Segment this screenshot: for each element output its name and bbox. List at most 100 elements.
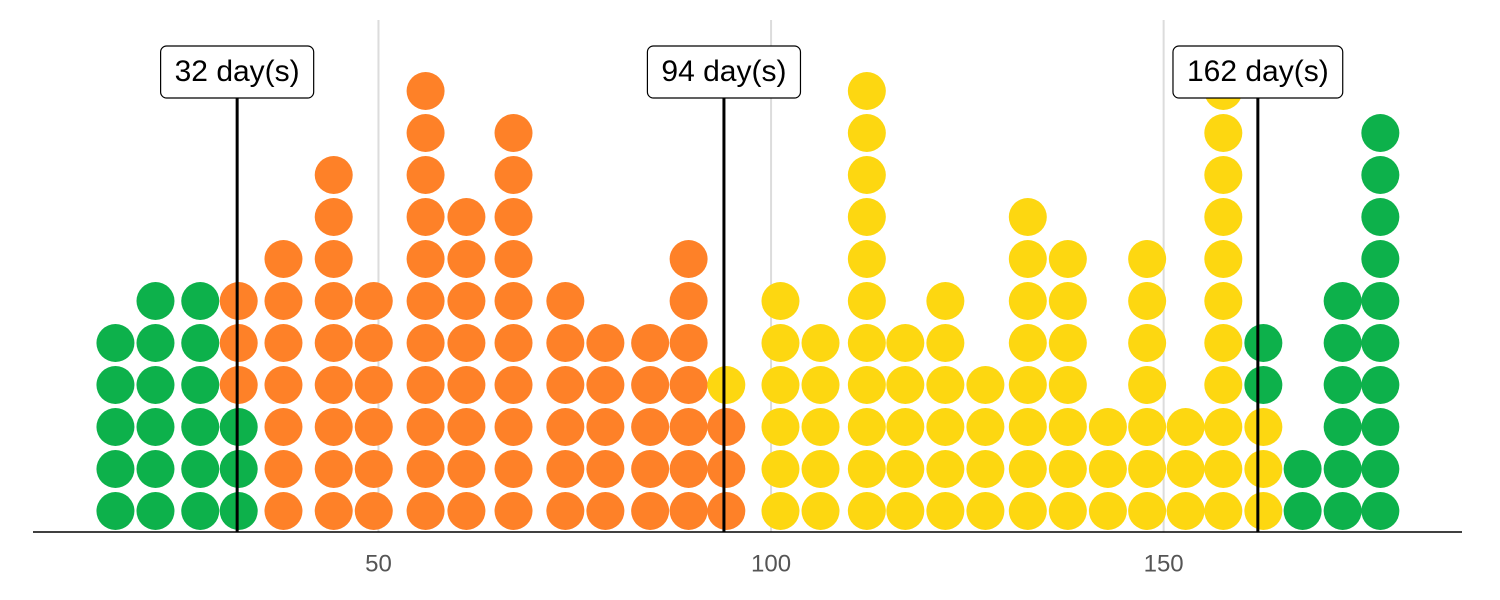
dot bbox=[707, 450, 746, 488]
dot bbox=[406, 408, 445, 446]
dot bbox=[264, 366, 303, 404]
dot bbox=[219, 492, 258, 530]
dot bbox=[926, 366, 965, 404]
dot bbox=[966, 366, 1005, 404]
dot bbox=[847, 240, 886, 278]
dot bbox=[1361, 114, 1400, 152]
dot bbox=[966, 450, 1005, 488]
dot bbox=[406, 450, 445, 488]
dot bbox=[886, 450, 925, 488]
dot bbox=[546, 324, 585, 362]
dot bbox=[494, 366, 533, 404]
dot bbox=[1323, 408, 1362, 446]
dot bbox=[406, 114, 445, 152]
dot bbox=[1008, 492, 1047, 530]
dot bbox=[354, 366, 393, 404]
dot bbox=[1204, 450, 1243, 488]
dot bbox=[354, 282, 393, 320]
dot bbox=[631, 408, 670, 446]
dot bbox=[1088, 408, 1127, 446]
dot bbox=[264, 240, 303, 278]
dot bbox=[631, 366, 670, 404]
dot bbox=[669, 492, 708, 530]
dot bbox=[314, 450, 353, 488]
dot bbox=[219, 366, 258, 404]
dot bbox=[1204, 492, 1243, 530]
dot bbox=[264, 408, 303, 446]
marker-label-box bbox=[1172, 45, 1344, 99]
dot bbox=[136, 450, 175, 488]
dot bbox=[886, 492, 925, 530]
dot bbox=[447, 324, 486, 362]
dot bbox=[96, 492, 135, 530]
dot bbox=[1008, 282, 1047, 320]
dot bbox=[1048, 366, 1087, 404]
dot bbox=[1008, 450, 1047, 488]
marker-label: 94 day(s) bbox=[646, 45, 802, 99]
dot bbox=[1128, 324, 1167, 362]
dot bbox=[1048, 282, 1087, 320]
dot bbox=[264, 282, 303, 320]
dot bbox=[219, 408, 258, 446]
dot bbox=[631, 492, 670, 530]
dot bbox=[447, 408, 486, 446]
dot bbox=[447, 450, 486, 488]
dot bbox=[1204, 282, 1243, 320]
dot bbox=[1048, 408, 1087, 446]
dot bbox=[926, 450, 965, 488]
dot bbox=[1166, 450, 1205, 488]
dot bbox=[314, 240, 353, 278]
dot bbox=[406, 492, 445, 530]
dot bbox=[406, 366, 445, 404]
dot bbox=[447, 366, 486, 404]
dot bbox=[181, 366, 220, 404]
dot bbox=[494, 114, 533, 152]
dot bbox=[546, 282, 585, 320]
dot bbox=[707, 492, 746, 530]
dot bbox=[1323, 450, 1362, 488]
dot bbox=[847, 114, 886, 152]
dot bbox=[847, 408, 886, 446]
dot bbox=[546, 492, 585, 530]
dot bbox=[761, 282, 800, 320]
dot bbox=[1204, 366, 1243, 404]
dot bbox=[1128, 408, 1167, 446]
dot bbox=[801, 408, 840, 446]
dot bbox=[966, 492, 1005, 530]
dot bbox=[406, 156, 445, 194]
dot bbox=[136, 366, 175, 404]
dot bbox=[96, 450, 135, 488]
dot bbox=[847, 198, 886, 236]
dot bbox=[586, 492, 625, 530]
dot bbox=[761, 450, 800, 488]
dot bbox=[1008, 198, 1047, 236]
dot bbox=[1204, 198, 1243, 236]
dot bbox=[1361, 450, 1400, 488]
dot bbox=[847, 366, 886, 404]
dot bbox=[847, 72, 886, 110]
marker-label-text: 94 day(s) bbox=[661, 55, 786, 88]
dot bbox=[181, 450, 220, 488]
dot bbox=[886, 408, 925, 446]
dot bbox=[707, 366, 746, 404]
dot bbox=[847, 492, 886, 530]
dot bbox=[847, 324, 886, 362]
dot bbox=[406, 198, 445, 236]
marker-label: 32 day(s) bbox=[160, 45, 315, 99]
dots bbox=[96, 72, 1400, 530]
dot bbox=[181, 282, 220, 320]
dot bbox=[1204, 408, 1243, 446]
dot bbox=[886, 366, 925, 404]
dot bbox=[354, 492, 393, 530]
dot bbox=[1166, 492, 1205, 530]
dot bbox=[631, 450, 670, 488]
dot bbox=[314, 324, 353, 362]
dot bbox=[1244, 450, 1283, 488]
dot bbox=[314, 198, 353, 236]
dot bbox=[96, 324, 135, 362]
dot bbox=[847, 282, 886, 320]
x-axis: 50 100 150 bbox=[33, 531, 1462, 577]
dot bbox=[354, 324, 393, 362]
dot bbox=[669, 240, 708, 278]
dot bbox=[406, 72, 445, 110]
